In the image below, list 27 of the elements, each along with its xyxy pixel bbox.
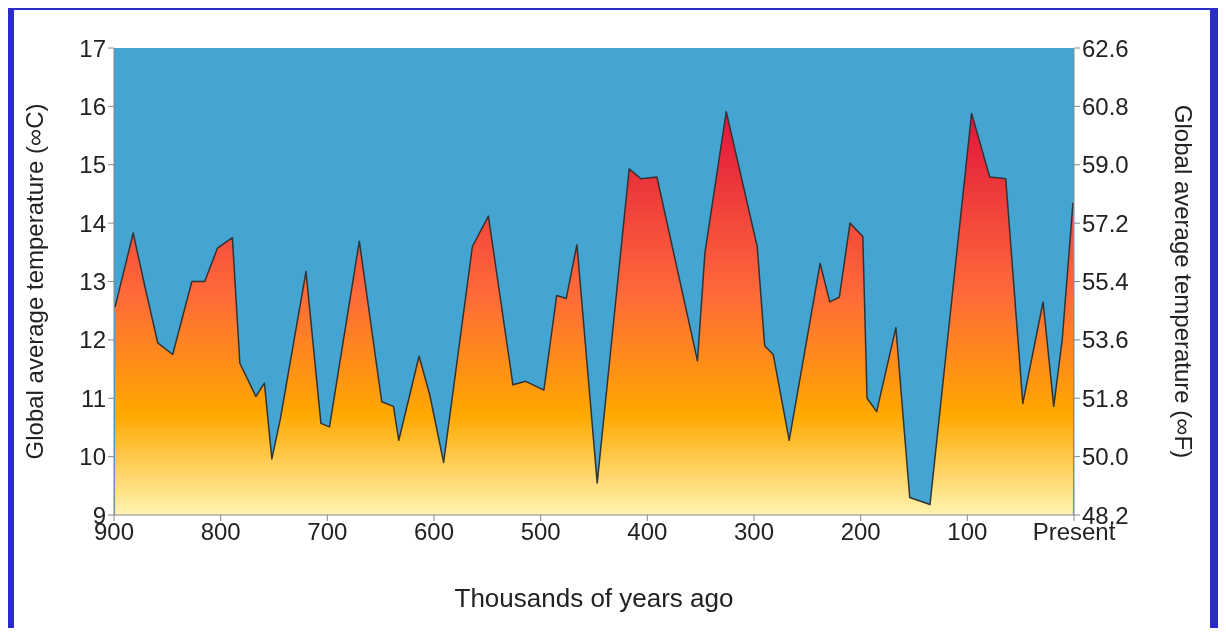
y2-tick-label: 55.4 bbox=[1082, 268, 1129, 296]
y-tick-label: 12 bbox=[79, 326, 106, 354]
y2-tick-label: 51.8 bbox=[1082, 384, 1129, 412]
y2-tick-label: 62.6 bbox=[1082, 34, 1129, 62]
y-tick-label: 13 bbox=[79, 268, 106, 296]
y2-axis-title: Global average temperature (∞F) bbox=[1170, 104, 1198, 459]
y-axis-title: Global average temperature (∞C) bbox=[20, 103, 48, 460]
y-tick-label: 16 bbox=[79, 92, 106, 120]
x-tick-label: 800 bbox=[200, 518, 241, 546]
y-tick-label: 14 bbox=[79, 209, 106, 237]
x-axis-title: Thousands of years ago bbox=[454, 583, 734, 613]
y2-tick-label: 59.0 bbox=[1082, 151, 1129, 179]
y2-tick-label: 53.6 bbox=[1082, 326, 1129, 354]
x-tick-label: 500 bbox=[520, 518, 561, 546]
y2-tick-label: 60.8 bbox=[1082, 92, 1129, 120]
x-tick-label: 300 bbox=[733, 518, 775, 546]
y-tick-label: 15 bbox=[79, 151, 106, 179]
y-tick-label: 17 bbox=[79, 34, 106, 62]
x-tick-label: 200 bbox=[840, 518, 881, 546]
y-tick-label: 11 bbox=[81, 384, 106, 412]
x-tick-label: 400 bbox=[627, 518, 668, 546]
y2-tick-label: 50.0 bbox=[1082, 443, 1129, 471]
x-tick-label: 600 bbox=[413, 518, 455, 546]
y-tick-label: 10 bbox=[79, 443, 106, 471]
x-tick-label: 100 bbox=[947, 518, 988, 546]
x-tick-label: 700 bbox=[307, 518, 348, 546]
y2-tick-label: 57.2 bbox=[1082, 209, 1129, 237]
